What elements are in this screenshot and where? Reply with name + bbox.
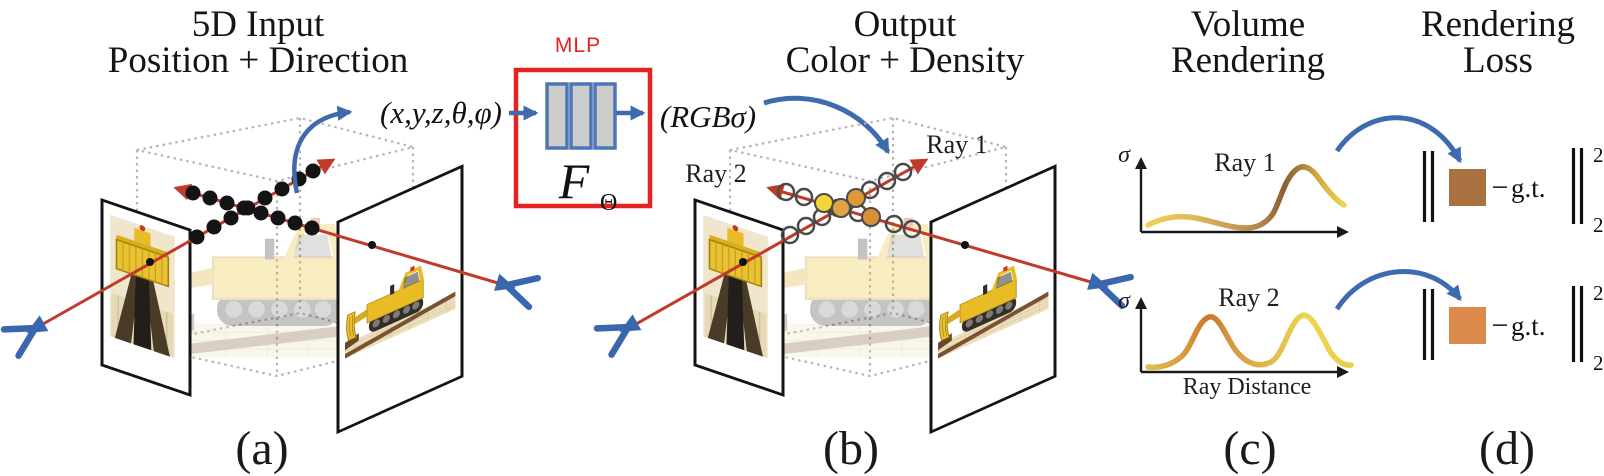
mlp-function-symbol: F [558,153,590,209]
ground-truth-label: g.t. [1511,311,1546,341]
ray2-label-b: Ray 2 [685,159,746,188]
mlp-network: MLP F Θ [509,34,653,216]
panel-d-caption: (d) [1479,422,1535,475]
pixel-dot-left-plane [146,258,154,266]
curved-arrow-to-loss-icon [1334,115,1463,164]
pixel-dot-right-plane [961,241,969,249]
sample-points-ray2-a [185,185,320,236]
norm-exponent: 2 [1593,281,1604,305]
panel-b-caption: (b) [823,422,879,475]
camera-eye-icon [597,310,645,355]
panel-b-title-line1: Output [854,4,958,45]
panel-b: Output Color + Density [597,4,1131,475]
sample-points-ray1-a [189,163,321,245]
predicted-color-swatch [1449,307,1486,344]
camera-eye-icon [4,311,52,356]
minus-sign: − [1492,171,1509,204]
camera-eye-icon [493,267,538,307]
colored-sample-points [814,188,881,227]
loss-term-ray2: − g.t. 2 2 [1334,269,1604,375]
mlp-layer-bars [545,82,617,150]
panel-b-title-line2: Color + Density [786,40,1025,81]
image-plane-right-a [336,164,464,435]
mlp-function-subscript: Θ [600,190,617,216]
sigma-axis-label: σ [1118,142,1131,168]
panel-a-title-line2: Position + Direction [108,40,408,81]
ray1-label-b: Ray 1 [926,130,987,159]
ray2-plot-label: Ray 2 [1218,283,1279,312]
curved-arrow-output-to-scene-icon [763,95,891,155]
lego-bulldozer-front-view [702,213,769,360]
ground-truth-label: g.t. [1511,173,1546,203]
image-plane-left-a [100,197,192,397]
loss-term-ray1: − g.t. 2 2 [1334,115,1604,237]
density-plot-ray1: σ Ray 1 [1118,142,1349,238]
curved-arrow-to-loss-icon [1334,269,1462,311]
norm-exponent: 2 [1593,143,1604,167]
panel-d-title-line2: Loss [1463,40,1533,81]
curved-arrow-to-input-icon [292,105,353,194]
panel-d-title-line1: Rendering [1421,4,1575,45]
norm-subscript: 2 [1593,213,1604,237]
panel-c-caption: (c) [1223,422,1276,475]
pixel-dot-right-plane [368,241,376,249]
norm-subscript: 2 [1593,351,1604,375]
input-5d-coordinates-label: (x,y,z,θ,φ) [380,95,502,130]
panel-c-title-line2: Rendering [1171,40,1325,81]
panel-c-title-line1: Volume [1191,4,1305,45]
sample-circles-ray2-b [776,182,922,239]
mlp-label: MLP [555,34,601,57]
panel-a-caption: (a) [235,422,288,475]
output-rgb-sigma-label: (RGBσ) [660,99,756,134]
predicted-color-swatch [1449,169,1486,206]
minus-sign: − [1492,309,1509,342]
ray1-plot-label: Ray 1 [1214,148,1275,177]
image-plane-right-b [929,164,1057,435]
ray-distance-axis-label: Ray Distance [1183,374,1312,400]
pixel-dot-left-plane [739,258,747,266]
panel-a: 5D Input Position + Direction [4,4,538,475]
density-curve-ray2 [1145,312,1354,370]
density-plot-ray2: σ Ray 2 Ray Distance [1118,283,1354,400]
lego-bulldozer-front-view [109,213,176,360]
sigma-axis-label: σ [1118,288,1131,314]
panel-d: Rendering Loss − g.t. 2 2 − g.t. 2 2 [1334,4,1604,475]
panel-a-title-line1: 5D Input [192,4,325,45]
panel-c: Volume Rendering σ Ray 1 σ Ray 2 Ray Dis… [1118,4,1354,475]
density-curve-ray1 [1145,164,1347,231]
image-plane-left-b [693,197,785,397]
